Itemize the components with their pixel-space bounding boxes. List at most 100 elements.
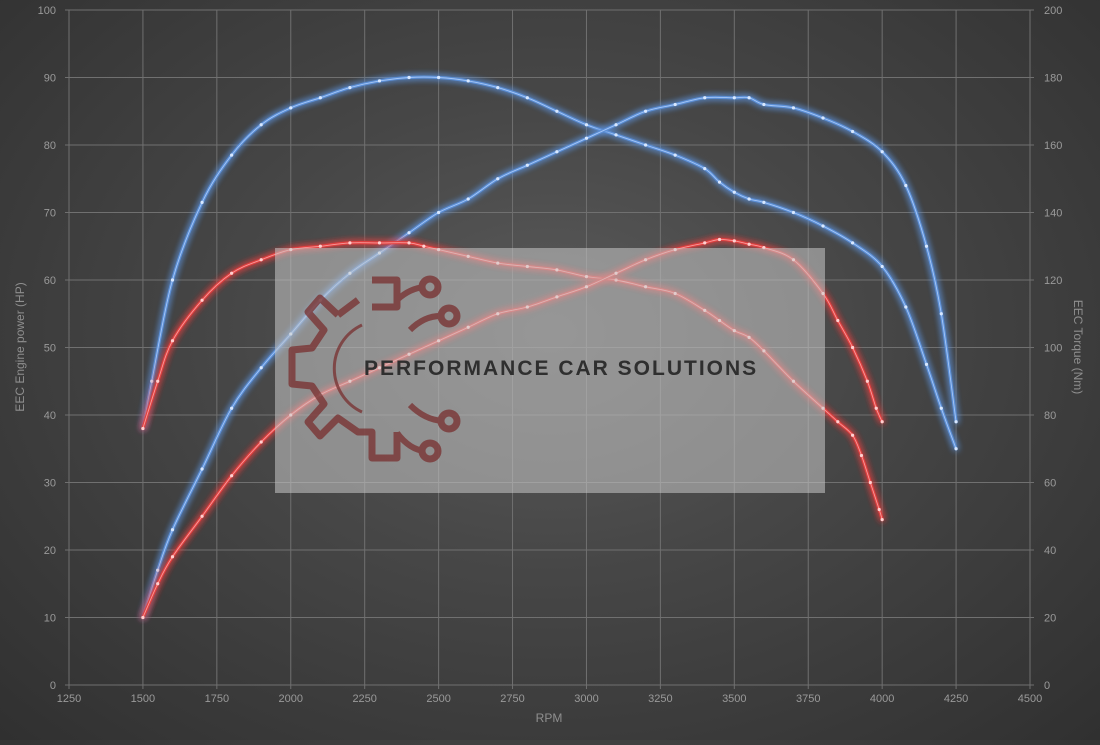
data-point — [141, 426, 145, 431]
y-right-tick-label: 180 — [1044, 73, 1062, 85]
data-point — [904, 305, 908, 309]
data-point — [466, 79, 470, 83]
x-tick-label: 1250 — [57, 693, 81, 705]
data-point — [170, 555, 175, 559]
data-point — [874, 406, 878, 410]
data-point — [555, 150, 559, 154]
y-left-tick-label: 20 — [44, 545, 56, 557]
y-left-tick-label: 10 — [44, 613, 56, 625]
data-point — [703, 167, 707, 171]
data-point — [614, 133, 618, 137]
data-point — [954, 420, 958, 424]
data-point — [865, 379, 869, 383]
data-point — [880, 150, 884, 154]
data-point — [791, 106, 796, 110]
y-left-tick-label: 50 — [44, 343, 56, 355]
x-tick-label: 1500 — [131, 693, 155, 705]
x-tick-label: 3000 — [574, 693, 598, 705]
data-point — [407, 241, 411, 245]
data-point — [791, 210, 796, 215]
data-point — [555, 109, 559, 113]
data-point — [466, 197, 470, 201]
data-point — [525, 96, 529, 100]
data-point — [200, 467, 204, 471]
data-point — [259, 123, 263, 127]
data-point — [850, 345, 855, 350]
data-point — [880, 420, 884, 424]
y-left-tick-label: 30 — [44, 478, 56, 490]
data-point — [377, 241, 382, 245]
data-point — [230, 153, 234, 157]
data-point — [348, 241, 352, 245]
data-point — [821, 116, 825, 120]
data-point — [407, 231, 411, 235]
data-point — [954, 447, 958, 451]
y-axis-right-title: EEC Torque (Nm) — [1071, 300, 1085, 394]
y-right-tick-label: 40 — [1044, 545, 1056, 557]
data-point — [437, 75, 441, 80]
x-tick-label: 4500 — [1018, 693, 1042, 705]
y-right-tick-label: 20 — [1044, 613, 1056, 625]
data-point — [924, 244, 929, 248]
data-point — [200, 200, 204, 204]
data-point — [644, 143, 648, 147]
data-point — [673, 153, 677, 157]
data-point — [156, 379, 160, 383]
y-right-tick-label: 0 — [1044, 680, 1050, 692]
data-point — [584, 123, 589, 127]
data-point — [150, 379, 154, 383]
tick-labels: 1250 1500 1750 2000 2250 2500 2750 3000 3250 3500… — [38, 5, 1063, 705]
data-point — [850, 241, 855, 245]
data-point — [525, 163, 529, 167]
data-point — [170, 278, 175, 282]
data-point — [880, 264, 884, 269]
data-point — [717, 180, 722, 184]
y-right-tick-label: 100 — [1044, 343, 1062, 355]
data-point — [437, 210, 441, 215]
data-point — [230, 271, 234, 275]
y-right-tick-label: 60 — [1044, 478, 1056, 490]
data-point — [939, 406, 943, 410]
data-point — [230, 406, 234, 410]
data-point — [259, 258, 263, 262]
x-tick-label: 2000 — [279, 693, 303, 705]
watermark-panel — [275, 248, 825, 493]
y-right-tick-label: 200 — [1044, 5, 1062, 17]
x-axis-title: RPM — [536, 711, 563, 725]
data-point — [318, 96, 322, 100]
data-point — [496, 177, 500, 181]
x-tick-label: 4250 — [944, 693, 968, 705]
data-point — [821, 224, 825, 228]
blue-power-series — [141, 95, 958, 620]
data-point — [732, 190, 736, 194]
x-tick-label: 3500 — [722, 693, 746, 705]
data-point — [318, 244, 322, 248]
y-left-tick-label: 100 — [38, 5, 56, 17]
data-point — [584, 136, 589, 140]
data-point — [747, 96, 751, 100]
data-point — [850, 129, 855, 134]
y-axis-left-title: EEC Engine power (HP) — [13, 282, 27, 411]
data-point — [348, 86, 352, 90]
data-point — [259, 440, 263, 444]
data-point — [289, 106, 293, 110]
data-point — [644, 109, 648, 113]
y-right-tick-label: 140 — [1044, 208, 1062, 220]
x-tick-label: 2750 — [500, 693, 524, 705]
data-point — [868, 480, 872, 485]
data-point — [614, 123, 618, 127]
data-point — [877, 507, 881, 512]
data-point — [200, 514, 204, 518]
y-left-tick-label: 40 — [44, 410, 56, 422]
data-point — [762, 102, 766, 107]
blue-torque-series — [141, 75, 958, 451]
data-point — [732, 239, 736, 243]
data-point — [230, 474, 234, 478]
x-tick-label: 2250 — [352, 693, 376, 705]
data-point — [156, 582, 160, 586]
data-point — [200, 298, 204, 302]
data-point — [732, 96, 736, 100]
y-left-tick-label: 90 — [44, 73, 56, 85]
